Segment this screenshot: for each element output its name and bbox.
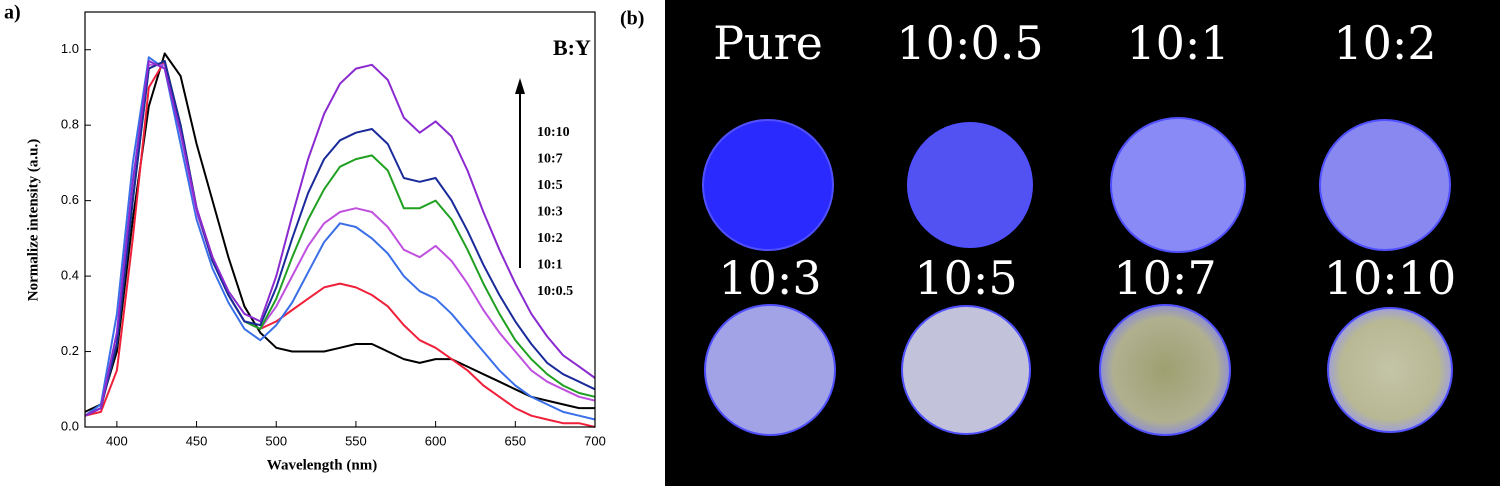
legend-title: B:Y — [553, 35, 591, 60]
x-tick-label: 400 — [106, 433, 128, 448]
legend-label: 10:0.5 — [537, 284, 573, 299]
legend-label: 10:2 — [537, 231, 563, 246]
panel-label: (b) — [620, 8, 644, 30]
sample-disc — [907, 122, 1033, 248]
sample-disc — [901, 305, 1031, 435]
x-tick-label: 700 — [584, 433, 606, 448]
sample-disc — [1319, 119, 1451, 251]
sample-label: 10:3 — [718, 251, 821, 305]
sample-label: 10:1 — [1126, 16, 1229, 70]
legend-label: 10:3 — [537, 205, 563, 220]
x-tick-label: 600 — [425, 433, 447, 448]
sample-disc — [702, 119, 834, 251]
data-line — [84, 60, 596, 417]
legend-arrowhead — [515, 78, 525, 94]
sample-disc — [704, 304, 836, 436]
sample-label: 10:10 — [1324, 251, 1457, 305]
legend-label: 10:7 — [537, 152, 563, 167]
y-tick-label: 0.6 — [61, 192, 79, 207]
sample-disc — [1327, 307, 1453, 433]
y-axis-label: Normalize intensity (a.u.) — [25, 139, 41, 301]
x-tick-label: 500 — [265, 433, 287, 448]
y-tick-label: 1.0 — [61, 41, 79, 56]
sample-label: 10:2 — [1333, 16, 1436, 70]
x-tick-label: 450 — [186, 433, 208, 448]
data-line — [84, 60, 596, 417]
y-tick-label: 0.2 — [61, 343, 79, 358]
sample-label: 10:7 — [1113, 251, 1216, 305]
sample-disc — [1110, 117, 1246, 253]
legend-label: 10:10 — [537, 125, 570, 140]
data-line — [84, 52, 595, 413]
data-line — [84, 60, 596, 428]
sample-label: 10:5 — [914, 251, 1017, 305]
x-tick-label: 650 — [504, 433, 526, 448]
sample-disc — [1099, 304, 1231, 436]
x-axis-label: Wavelength (nm) — [267, 457, 377, 473]
data-line — [84, 56, 596, 421]
sample-label: Pure — [713, 16, 823, 70]
x-tick-label: 550 — [345, 433, 367, 448]
sample-label: 10:0.5 — [896, 16, 1043, 70]
y-tick-label: 0.8 — [61, 117, 79, 132]
legend-label: 10:5 — [537, 178, 563, 193]
data-line — [84, 63, 596, 417]
plot-frame — [84, 11, 596, 428]
data-line — [84, 60, 596, 417]
y-tick-label: 0.4 — [61, 268, 79, 283]
y-tick-label: 0.0 — [61, 418, 79, 433]
panel-label: a) — [4, 2, 21, 24]
legend-label: 10:1 — [537, 258, 563, 273]
